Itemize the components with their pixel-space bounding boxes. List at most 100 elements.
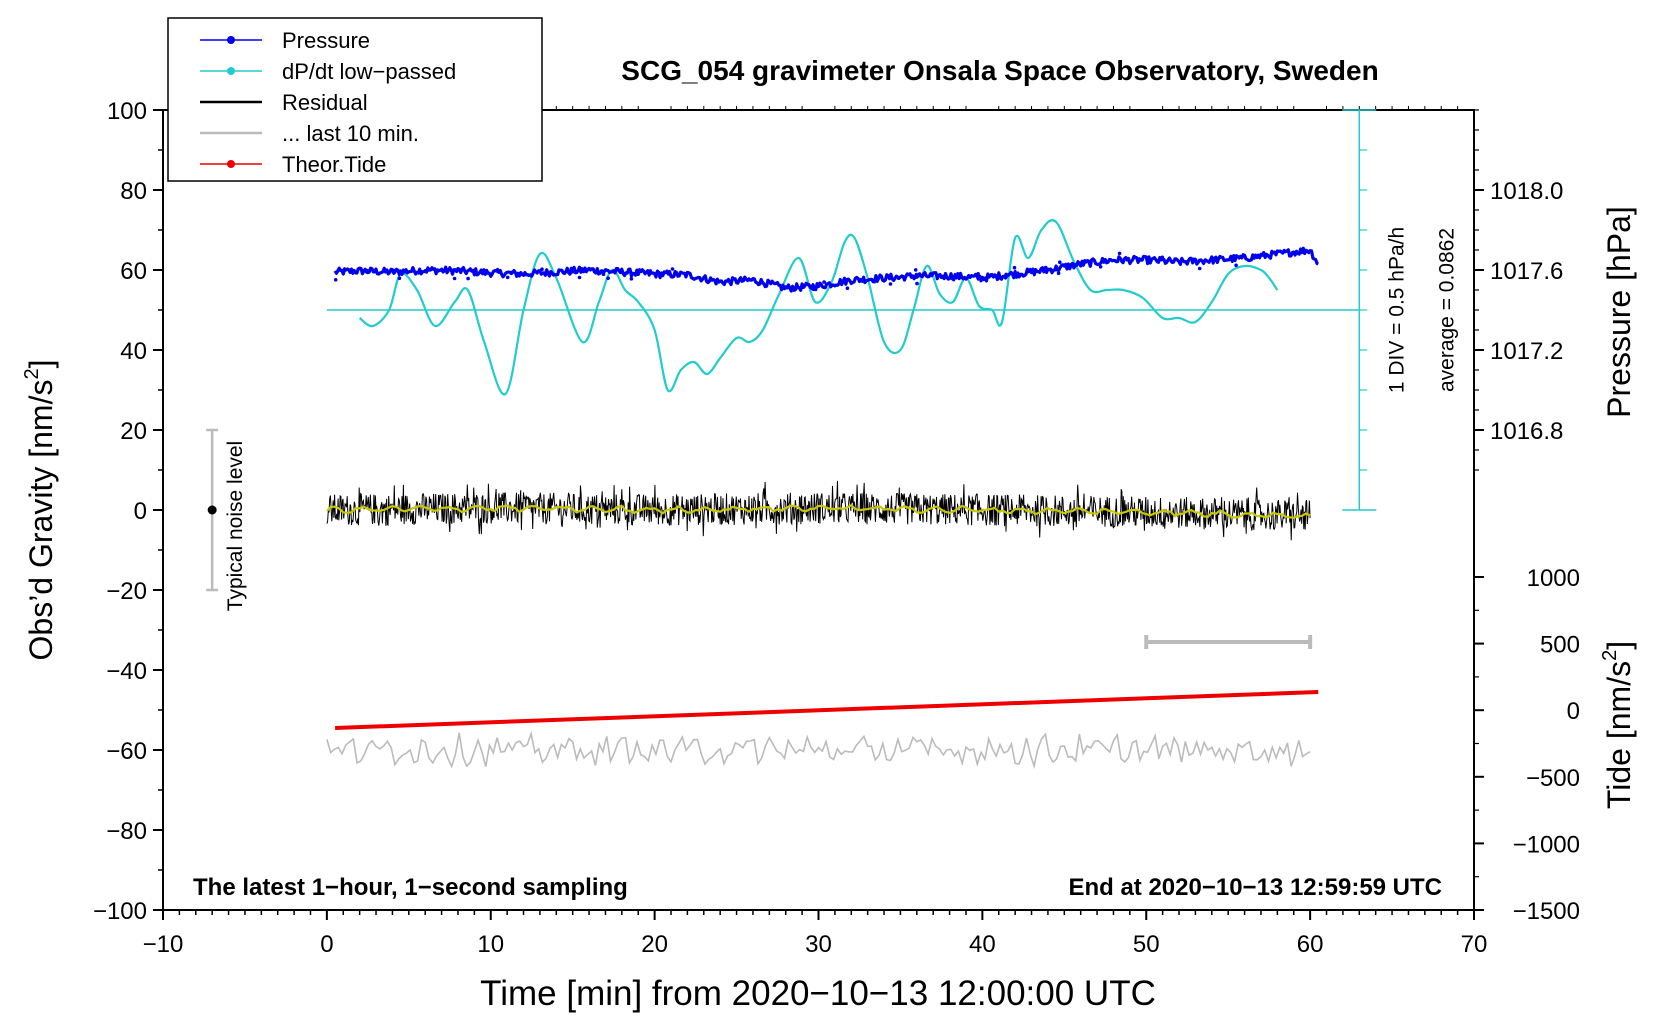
tide-tick-label: 0: [1567, 698, 1580, 725]
legend-label: ... last 10 min.: [282, 121, 419, 146]
x-tick-label: 70: [1461, 931, 1488, 958]
legend-marker: [227, 36, 235, 44]
pressure-tick-label: 1017.2: [1490, 338, 1563, 365]
pressure-point: [670, 267, 675, 271]
pressure-point: [896, 276, 901, 281]
pressure-point: [913, 268, 918, 272]
x-tick-label: 0: [320, 931, 333, 958]
pressure-point: [1117, 251, 1122, 256]
chart-title: SCG_054 gravimeter Onsala Space Observat…: [621, 55, 1378, 86]
tide-tick-label: −500: [1526, 765, 1580, 792]
y-axis-ticks: 100 80 60 40 20 0 −20 −40 −60 −80 −100: [93, 98, 163, 925]
tide-axis-label-text: Tide [nm/s: [1601, 661, 1637, 809]
pressure-point: [601, 272, 606, 277]
tide-tick-label: 500: [1540, 632, 1580, 659]
x-axis-ticks: −10 0 10 20 30 40 50 60 70: [143, 106, 1488, 958]
legend-label: Residual: [282, 90, 368, 115]
tide-tick-label: 1000: [1527, 565, 1580, 592]
pressure-point: [442, 269, 446, 273]
y-axis-label-sup: 2: [21, 368, 43, 379]
pressure-point: [888, 282, 893, 286]
x-tick-label: 50: [1133, 931, 1160, 958]
legend-marker: [227, 160, 235, 168]
pressure-point: [629, 277, 634, 281]
pressure-point: [1234, 263, 1238, 268]
legend-marker: [227, 67, 235, 75]
pressure-tick-label: 1017.6: [1490, 258, 1563, 285]
legend-label: Theor.Tide: [282, 152, 386, 177]
scale-text: 1 DIV = 0.5 hPa/h: [1385, 227, 1408, 393]
pressure-point: [1160, 255, 1165, 260]
pressure-point: [845, 286, 850, 291]
pressure-point: [1043, 265, 1048, 270]
pressure-point: [496, 269, 500, 274]
pressure-point: [436, 269, 440, 273]
pressure-point: [505, 275, 510, 280]
y-tick-label: −80: [106, 818, 147, 845]
pressure-point: [397, 276, 402, 281]
theor-tide-line: [334, 690, 1319, 730]
pressure-point: [509, 270, 514, 275]
average-text: average = 0.0862: [1435, 228, 1458, 392]
pressure-point: [1098, 265, 1103, 269]
last-10-min-line: [326, 730, 1311, 770]
pressure-point: [540, 267, 544, 272]
legend-label: dP/dt low−passed: [282, 59, 456, 84]
y-axis-label-close: ]: [23, 360, 59, 369]
y-tick-label: 0: [134, 498, 147, 525]
legend-box: [167, 17, 543, 182]
y-tick-label: −100: [93, 898, 147, 925]
pressure-point: [452, 276, 457, 281]
pressure-tick-label: 1016.8: [1490, 418, 1563, 445]
pressure-point: [577, 275, 582, 280]
y-axis-label: Obs’d Gravity [nm/s2]: [21, 360, 59, 661]
y-tick-label: −60: [106, 738, 147, 765]
x-tick-label: 40: [969, 931, 996, 958]
x-axis-label: Time [min] from 2020−10−13 12:00:00 UTC: [480, 974, 1156, 1013]
tide-axis-label: Tide [nm/s2]: [1599, 641, 1637, 809]
legend: Pressure dP/dt low−passed Residual ... last…: [167, 17, 543, 182]
y-axis-label-text: Obs’d Gravity [nm/s: [23, 380, 59, 661]
pressure-tick-label: 1018.0: [1490, 178, 1563, 205]
pressure-point: [466, 276, 470, 281]
tide-axis-label-sup: 2: [1599, 650, 1621, 661]
tide-axis-ticks: 1000 500 0 −500 −1000 −1500: [1474, 565, 1580, 925]
x-tick-label: −10: [143, 931, 184, 958]
x-tick-label: 10: [477, 931, 504, 958]
x-tick-label: 30: [805, 931, 832, 958]
pressure-axis-label: Pressure [hPa]: [1601, 206, 1637, 418]
pressure-point: [606, 276, 610, 281]
pressure-point: [1203, 258, 1208, 262]
pressure-point: [648, 269, 653, 273]
bottom-right-note: End at 2020−10−13 12:59:59 UTC: [1068, 874, 1442, 901]
pressure-point: [392, 268, 397, 273]
y-tick-label: −20: [106, 578, 147, 605]
residual-smoothed-line: [326, 503, 1311, 519]
pressure-point: [1197, 266, 1202, 271]
pressure-axis-ticks: 1018.0 1017.6 1017.2 1016.8: [1474, 109, 1563, 471]
y-tick-label: 60: [120, 258, 147, 285]
y-tick-label: 80: [120, 178, 147, 205]
pressure-point: [915, 281, 919, 286]
tide-tick-label: −1000: [1513, 831, 1580, 858]
pressure-point: [1056, 271, 1061, 276]
pressure-point: [976, 272, 980, 276]
tide-axis-label-close: ]: [1601, 641, 1637, 650]
noise-center-dot: [207, 505, 217, 515]
legend-label: Pressure: [282, 28, 370, 53]
pressure-point: [333, 278, 338, 282]
pressure-point: [1254, 254, 1258, 258]
pressure-point: [1004, 272, 1008, 277]
y-tick-label: 40: [120, 338, 147, 365]
y-tick-label: −40: [106, 658, 147, 685]
noise-level-label: Typical noise level: [224, 441, 247, 611]
pressure-point: [1012, 265, 1017, 270]
pressure-point: [914, 272, 919, 277]
pressure-point: [822, 280, 826, 284]
x-tick-label: 60: [1297, 931, 1324, 958]
y-tick-label: 20: [120, 418, 147, 445]
noise-indicator: [206, 428, 219, 592]
pressure-point: [365, 268, 369, 273]
pressure-point: [811, 287, 816, 292]
